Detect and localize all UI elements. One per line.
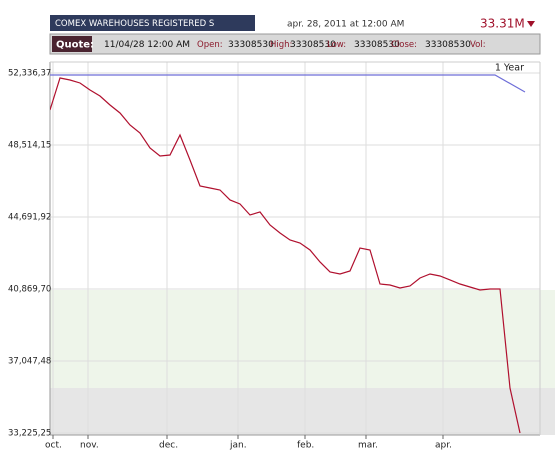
band	[50, 290, 540, 388]
quote-label-box	[52, 36, 92, 52]
quote-field-value: 33308530	[425, 40, 471, 50]
x-tick-label: dec.	[159, 441, 178, 451]
range-label[interactable]: 1 Year	[495, 63, 524, 74]
x-tick-label: mar.	[358, 441, 378, 451]
chart-title: COMEX WAREHOUSES REGISTERED S	[55, 19, 214, 29]
quote-field-value: 33308530	[354, 40, 400, 50]
date-label: apr. 28, 2011 at 12:00 AM	[287, 20, 404, 30]
down-arrow[interactable]	[527, 21, 535, 27]
x-tick-label: feb.	[297, 441, 314, 451]
quote-time: 11/04/28 12:00 AM	[104, 40, 190, 50]
band	[540, 290, 555, 388]
quote-field-label: Open:	[197, 40, 223, 50]
y-tick-label: 52,336,37	[8, 68, 51, 78]
y-tick-label: 33,225,25	[8, 428, 51, 438]
y-tick-label: 48,514,15	[8, 140, 51, 150]
x-tick-label: oct.	[45, 441, 62, 451]
y-tick-label: 44,691,92	[8, 212, 51, 222]
last-price: 33.31M	[480, 17, 525, 31]
quote-label: Quote:	[56, 40, 94, 51]
x-tick-label: apr.	[435, 441, 452, 451]
band	[50, 388, 540, 435]
x-tick-label: jan.	[229, 441, 247, 451]
price-line	[50, 77, 521, 434]
range-line	[50, 74, 526, 93]
quote-bar	[49, 33, 541, 55]
quote-field-label: Low:	[327, 40, 346, 50]
quote-field-label: Vol:	[470, 40, 486, 50]
y-tick-label: 37,047,48	[8, 356, 51, 366]
y-tick-label: 40,869,70	[8, 284, 51, 294]
band	[540, 388, 555, 435]
title-tab	[50, 15, 255, 31]
x-tick-label: nov.	[80, 441, 99, 451]
quote-field-value: 33308530	[228, 40, 274, 50]
quote-field-label: Close:	[391, 40, 417, 50]
quote-field-label: High:	[270, 40, 292, 50]
quote-field-value: 33308530	[290, 40, 336, 50]
